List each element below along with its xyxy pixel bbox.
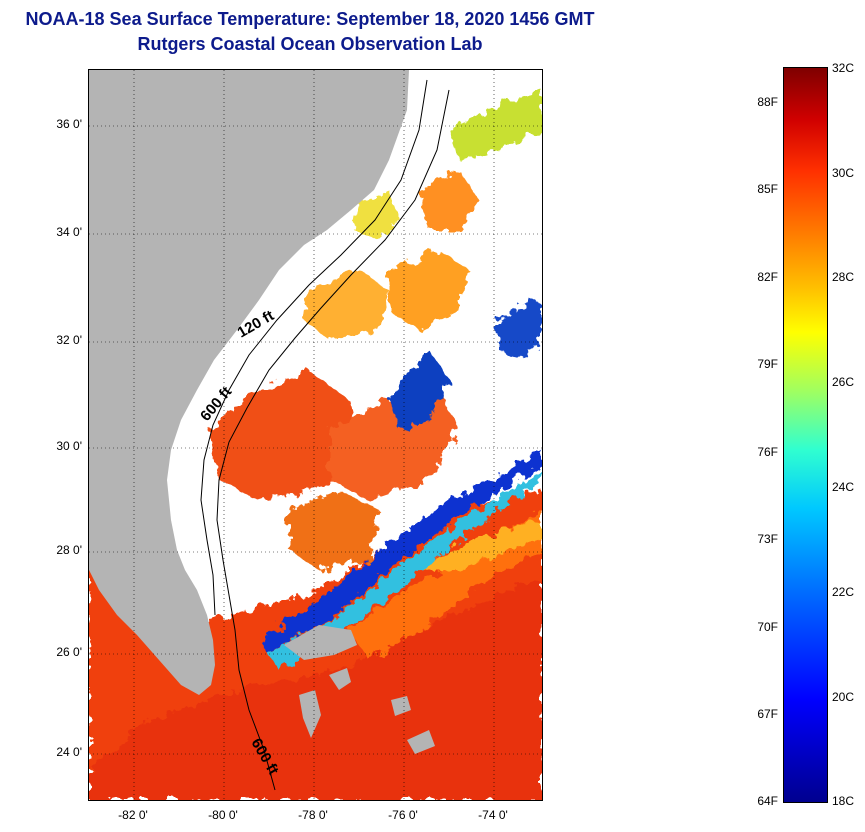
lat-tick-label: 32 0' xyxy=(56,333,82,347)
colorbar-c-label: 24C xyxy=(832,480,855,494)
lon-tick-label: -76 0' xyxy=(388,808,418,822)
lat-tick-label: 26 0' xyxy=(56,645,82,659)
lat-tick-label: 24 0' xyxy=(56,745,82,759)
lon-tick-label: -82 0' xyxy=(118,808,148,822)
map-title: NOAA-18 Sea Surface Temperature: Septemb… xyxy=(25,9,595,29)
colorbar-f-label: 82F xyxy=(757,270,778,284)
lat-tick-label: 28 0' xyxy=(56,543,82,557)
colorbar-f-label: 76F xyxy=(757,445,778,459)
land-mask xyxy=(89,70,435,754)
sst-map: 120 ft 600 ft 600 ft xyxy=(88,69,543,801)
colorbar-c-label: 28C xyxy=(832,270,855,284)
sst-map-canvas: 120 ft 600 ft 600 ft xyxy=(89,70,542,800)
colorbar-f-label: 73F xyxy=(757,532,778,546)
isobath-lines xyxy=(200,79,450,791)
lat-tick-label: 30 0' xyxy=(56,439,82,453)
colorbar-c-label: 22C xyxy=(832,585,855,599)
colorbar-c-label: 32C xyxy=(832,61,855,75)
colorbar-f-label: 64F xyxy=(757,794,778,808)
map-subtitle: Rutgers Coastal Ocean Observation Lab xyxy=(137,34,483,54)
lat-tick-label: 36 0' xyxy=(56,117,82,131)
lon-tick-label: -78 0' xyxy=(298,808,328,822)
colorbar-f-label: 79F xyxy=(757,357,778,371)
colorbar-c-label: 18C xyxy=(832,794,855,808)
colorbar-f-label: 85F xyxy=(757,182,778,196)
lat-tick-label: 34 0' xyxy=(56,225,82,239)
graticule xyxy=(89,70,542,800)
colorbar-c-label: 20C xyxy=(832,690,855,704)
lon-tick-label: -80 0' xyxy=(208,808,238,822)
colorbar-c-label: 30C xyxy=(832,166,855,180)
colorbar-f-label: 70F xyxy=(757,620,778,634)
temperature-colorbar xyxy=(783,67,828,803)
lon-tick-label: -74 0' xyxy=(478,808,508,822)
colorbar-f-label: 88F xyxy=(757,95,778,109)
colorbar-c-label: 26C xyxy=(832,375,855,389)
colorbar-f-label: 67F xyxy=(757,707,778,721)
